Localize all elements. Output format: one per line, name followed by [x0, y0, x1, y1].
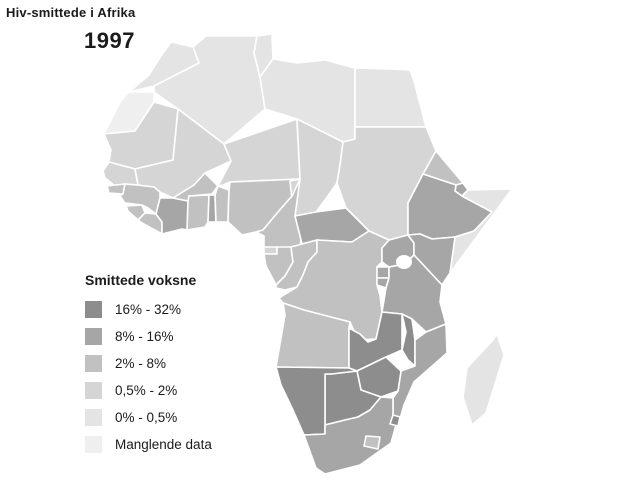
- legend-swatch-8-16: [85, 328, 102, 345]
- country-eq-guinea: [263, 246, 278, 255]
- country-algeria: [153, 35, 266, 145]
- country-madagascar: [462, 333, 505, 426]
- legend-item: 2% - 8%: [85, 355, 295, 372]
- legend-item: 8% - 16%: [85, 328, 295, 345]
- country-lesotho: [363, 435, 381, 450]
- country-ghana: [186, 194, 210, 231]
- legend-label: 8% - 16%: [115, 329, 174, 344]
- legend-label: 0,5% - 2%: [115, 383, 178, 398]
- legend-label: 2% - 8%: [115, 356, 167, 371]
- legend-swatch-2-8: [85, 355, 102, 372]
- country-benin: [214, 185, 230, 223]
- legend-swatch-16-32: [85, 301, 102, 318]
- legend: Smittede voksne 16% - 32% 8% - 16% 2% - …: [85, 272, 295, 463]
- year-label: 1997: [84, 28, 135, 53]
- country-somalia: [449, 188, 513, 274]
- legend-item: 0,5% - 2%: [85, 382, 295, 399]
- legend-swatch-missing: [85, 436, 102, 453]
- country-guinea-bissau: [106, 183, 126, 195]
- legend-swatch-0-05: [85, 409, 102, 426]
- legend-item: 0% - 0,5%: [85, 409, 295, 426]
- country-namibia: [275, 366, 358, 436]
- country-swaziland: [389, 414, 401, 427]
- legend-item: Manglende data: [85, 436, 295, 453]
- legend-label: 16% - 32%: [115, 302, 182, 317]
- page-title: Hiv-smittede i Afrika: [6, 5, 136, 20]
- country-rwanda: [376, 266, 390, 279]
- country-kenya: [407, 233, 456, 286]
- country-egypt: [354, 67, 427, 128]
- country-malawi: [401, 313, 416, 367]
- legend-item: 16% - 32%: [85, 301, 295, 318]
- lake-victoria: [396, 255, 412, 269]
- legend-label: Manglende data: [115, 437, 212, 452]
- country-south-africa: [303, 396, 397, 475]
- legend-title: Smittede voksne: [85, 272, 197, 288]
- legend-swatch-05-2: [85, 382, 102, 399]
- legend-label: 0% - 0,5%: [115, 410, 178, 425]
